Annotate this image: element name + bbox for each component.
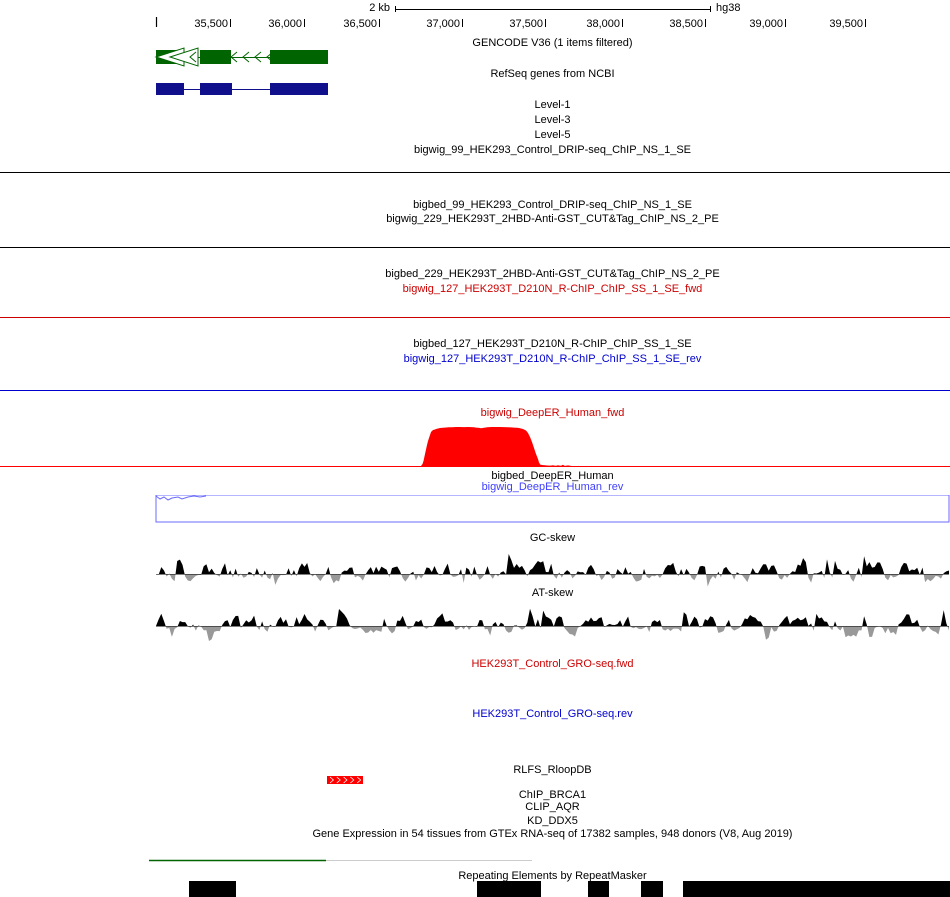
svg-text:39,500: 39,500 [829,18,863,30]
svg-text:2 kb: 2 kb [369,2,390,14]
svg-text:39,000: 39,000 [749,18,783,30]
svg-text:hg38: hg38 [716,2,740,14]
svg-text:37,500: 37,500 [509,18,543,30]
svg-text:36,000: 36,000 [268,18,302,30]
svg-text:36,500: 36,500 [343,18,377,30]
svg-text:38,500: 38,500 [669,18,703,30]
svg-text:35,500: 35,500 [194,18,228,30]
svg-text:37,000: 37,000 [426,18,460,30]
svg-text:38,000: 38,000 [586,18,620,30]
